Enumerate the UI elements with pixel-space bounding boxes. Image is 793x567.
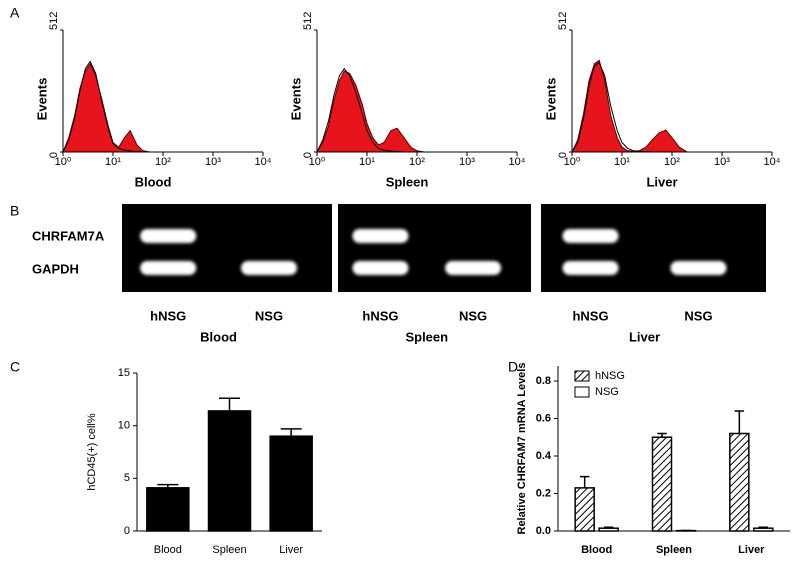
x-tick-label: 10³ [205,156,221,168]
histogram [571,59,689,153]
x-tick-label: 10⁴ [509,156,526,168]
gel-row-label: GAPDH [32,261,79,276]
x-tick-label: Spleen [212,544,246,556]
panel-label: D [508,359,518,375]
y-tick-label: 0.4 [536,450,552,462]
panel-label: C [10,359,20,375]
y-tick-label: 0.0 [536,525,551,537]
lane-label: NSG [684,308,712,323]
x-tick-label: Liver [738,544,765,556]
gel-band [445,261,502,275]
gel-band [352,229,409,243]
gel-band [670,261,727,275]
lane-label: hNSG [150,308,186,323]
panel-label: A [10,5,20,21]
x-tick-label: 10⁴ [255,156,272,168]
error-bar [157,483,179,488]
gel-image [122,204,332,292]
x-tick-label: 10⁴ [764,156,781,168]
bar [651,436,673,532]
x-tick-label: Liver [279,544,303,556]
x-tick-label: 10¹ [614,156,630,168]
error-bar [603,526,614,529]
y-tick-label: 0.2 [536,487,551,499]
legend-label: hNSG [595,370,625,382]
legend-label: NSG [595,386,619,398]
y-tick-label: 512 [48,12,60,30]
x-tick-label: 10¹ [359,156,375,168]
lane-label: NSG [459,308,487,323]
y-tick-label: 15 [118,367,130,379]
x-tick-label: 10¹ [105,156,121,168]
gel-band [562,229,619,243]
x-tick-label: 10² [155,156,171,168]
gel-row-label: CHRFAM7A [32,228,105,243]
x-tick-label: Blood [154,544,182,556]
gel-band [352,261,409,275]
legend-swatch [574,370,590,382]
gel-band [562,261,619,275]
y-tick-label: 512 [557,12,569,30]
gel-band [140,229,197,243]
error-bar [219,397,240,411]
bar [207,410,252,532]
tissue-label: Liver [629,329,660,344]
lane-label: hNSG [362,308,398,323]
bar [574,487,595,532]
tissue-label: Blood [200,329,237,344]
y-tick-label: 0.8 [536,375,551,387]
y-axis-label: Relative CHRFAM7 mRNA Levels [516,363,528,535]
y-tick-label: 512 [302,12,314,30]
y-tick-label: 10 [118,420,130,432]
gel-band [241,261,297,275]
bar [729,432,750,532]
x-tick-label: 10⁰ [55,156,72,168]
x-axis-label: Spleen [386,174,429,189]
bar [269,435,313,532]
panel-label: B [10,203,19,219]
x-axis-label: Blood [135,174,172,189]
y-tick-label: 0 [48,152,60,158]
x-tick-label: 10³ [459,156,475,168]
legend-swatch [574,386,590,398]
histogram [62,62,179,153]
y-tick-label: 0 [124,525,130,537]
x-tick-label: Blood [581,544,612,556]
error-bar [280,428,302,437]
y-axis-label: Events [543,78,558,121]
x-axis-label: Liver [646,174,677,189]
y-tick-label: 0.6 [536,412,551,424]
gel-image [338,204,531,292]
error-bar [758,526,769,529]
y-axis-label: Events [288,78,303,121]
y-tick-label: 0 [557,152,569,158]
y-axis-label: Events [34,78,49,121]
x-tick-label: 10⁰ [564,156,581,168]
error-bar [734,410,745,434]
gel-band [140,261,197,275]
lane-label: hNSG [572,308,608,323]
bar [146,487,190,532]
y-tick-label: 0 [302,152,314,158]
x-tick-label: Spleen [656,544,692,556]
x-tick-label: 10⁰ [309,156,326,168]
gel-image [541,204,766,292]
histogram [316,70,433,153]
y-axis-label: hCD45(+) cell% [86,413,98,491]
x-tick-label: 10³ [714,156,730,168]
x-tick-label: 10² [409,156,425,168]
error-bar [579,475,590,488]
lane-label: NSG [255,308,283,323]
x-tick-label: 10² [664,156,680,168]
tissue-label: Spleen [405,329,448,344]
error-bar [657,432,667,438]
y-tick-label: 5 [124,472,130,484]
